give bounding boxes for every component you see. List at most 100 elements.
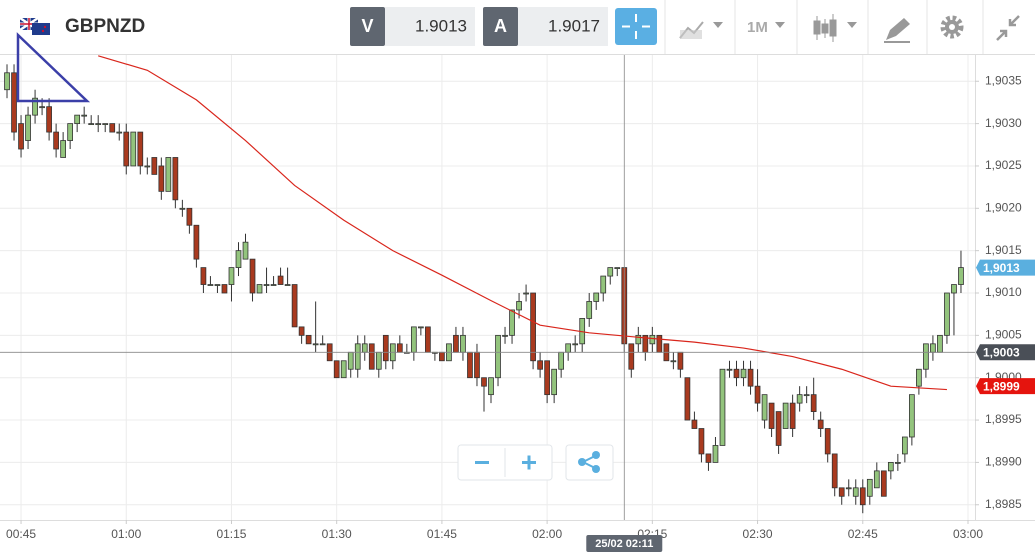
candle-body [88,123,95,126]
candle-body [677,351,684,370]
candle-body [887,462,894,472]
candle-body [460,334,466,353]
candle-body [873,470,880,489]
candle-body [305,334,312,345]
candle-body [418,326,424,329]
candle-body [81,114,88,117]
candle-body [39,106,45,109]
x-tick-label: 02:00 [532,527,562,541]
candle-body [600,275,607,294]
candle-body [516,301,522,311]
settings-button[interactable] [940,15,964,39]
candle-body [902,436,908,455]
candle-body [277,275,284,285]
candle-body [607,267,614,277]
crosshair-button[interactable] [615,8,657,45]
candle-body [635,334,642,345]
candle-body [481,377,487,387]
candle-style-button[interactable] [813,14,857,42]
candle-body [439,351,445,362]
candle-body [242,241,249,260]
candle-body [894,462,901,464]
candle-body [298,326,305,336]
candle-body [831,453,838,489]
candle-body [172,157,179,201]
candle-body [761,394,768,421]
candle-body [726,368,733,371]
candle-body [537,360,543,370]
candle-body [712,445,719,463]
zoom-in[interactable] [522,455,536,470]
candle-body [18,123,24,150]
candle-body [754,385,761,404]
sell-button[interactable]: V 1.9013 [350,7,475,46]
candle-body [593,292,600,302]
buy-button[interactable]: A 1.9017 [483,7,608,46]
flag-icon [19,16,50,35]
y-tick-label: 1,9020 [985,200,1022,214]
candle-body [544,360,550,396]
candle-body [845,487,852,490]
candle-body [32,97,38,116]
x-tick-label: 02:30 [743,527,773,541]
candle-body [200,267,207,285]
candle-body [319,343,326,346]
candle-body [214,284,221,286]
candle-body [333,360,340,379]
candle-body [628,343,635,370]
candle-body [425,326,431,353]
candle-body [396,343,403,353]
candle-body [123,131,130,167]
candle-body [109,123,116,133]
candle-body [909,394,915,438]
candle-body [474,351,480,379]
candle-body [691,419,698,429]
y-tick-label: 1,9015 [985,243,1022,257]
candle-body [340,360,347,379]
price-tag [976,344,1035,361]
moving-average-line [98,55,947,391]
candle-body [235,250,242,268]
y-tick-label: 1,8990 [985,455,1022,469]
drawn-triangle [16,32,91,103]
collapse-button[interactable] [996,15,1020,41]
candle-body [944,292,950,336]
candle-body [186,207,193,226]
overlay: 25/02 02:11 1,9003 1,9013 1,8999 [0,55,1035,552]
candle-body [488,377,494,396]
candle-body [502,334,508,337]
candle-body [670,360,677,363]
candle-body [95,123,102,126]
candle-body [656,334,663,353]
crosshair-time-box [586,535,663,552]
candle-body [193,224,200,260]
buy-price: 1.9017 [548,16,600,35]
chart-type-button[interactable] [679,21,723,39]
candle-body [958,267,964,285]
candle-body [410,326,417,353]
candle-body [810,394,817,412]
candle-body [116,131,123,134]
candle-body [803,394,810,397]
candle-body [158,165,165,192]
candle-body [382,334,389,362]
price-tag-label: 1,8999 [983,379,1020,393]
candle-body [733,368,740,379]
candle-body [824,428,831,455]
candle-body [495,334,501,379]
timeframe-button[interactable]: 1M [747,19,785,36]
candle-body [284,284,291,286]
price-tag [976,259,1035,276]
x-tick-label: 01:00 [111,527,141,541]
candle-body [165,157,172,192]
share-button[interactable] [565,444,614,481]
candle-body [509,309,515,336]
candle-body [228,267,235,285]
candle-body [614,267,621,269]
draw-button[interactable] [884,18,910,43]
candle-body [347,351,354,370]
x-tick-label: 01:15 [216,527,246,541]
candle-body [375,351,382,370]
candle-body [453,334,459,353]
candle-body [221,284,228,294]
